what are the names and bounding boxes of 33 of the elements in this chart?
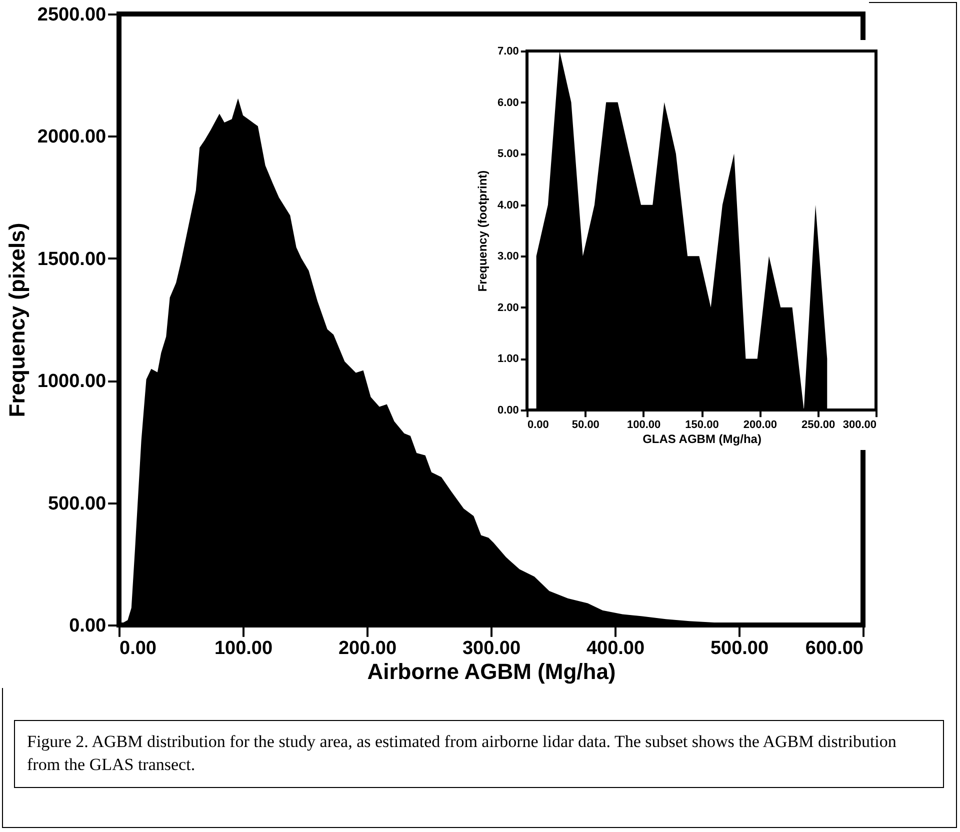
y-tick-label: 2000.00 (37, 126, 106, 148)
x-tick-label: 500.00 (710, 638, 769, 659)
x-tick-label: 150.00 (685, 419, 719, 432)
y-tick-label: 5.00 (497, 148, 519, 160)
x-tick-label: 0.00 (528, 419, 549, 432)
x-axis-title: Airborne AGBM (Mg/ha) (367, 658, 616, 684)
x-tick-label: 400.00 (586, 638, 645, 659)
y-tick-label: 2.00 (497, 302, 519, 314)
y-tick-label: 1.00 (497, 353, 519, 366)
x-tick-label: 200.00 (743, 419, 777, 432)
x-tick-label: 300.00 (842, 419, 876, 432)
x-tick-label: 250.00 (802, 419, 836, 432)
y-tick-label: 4.00 (497, 199, 519, 212)
y-tick-label: 3.00 (497, 250, 519, 263)
x-tick-label: 200.00 (338, 638, 397, 659)
y-tick-label: 0.00 (497, 404, 519, 416)
y-tick-label: 500.00 (48, 493, 106, 514)
y-tick-label: 2500.00 (37, 4, 106, 26)
y-tick-label: 1500.00 (37, 248, 106, 270)
x-tick-label: 300.00 (462, 638, 521, 659)
y-tick-label: 6.00 (497, 96, 519, 109)
y-tick-label: 0.00 (69, 616, 106, 636)
x-tick-label: 100.00 (627, 419, 661, 432)
y-axis-title: Frequency (pixels) (4, 222, 30, 418)
y-tick-label: 7.00 (497, 46, 519, 58)
x-tick-label: 0.00 (120, 638, 156, 659)
y-axis-title: Frequency (footprint) (475, 170, 490, 292)
caption: Figure 2. AGBM distribution for the study area, as estimated from airborne lidar data. The subset shows the AGBM distribution from the GLAS transect. (27, 731, 898, 776)
x-tick-label: 100.00 (214, 638, 273, 659)
x-tick-label: 50.00 (572, 419, 600, 432)
x-tick-label: 600.00 (805, 638, 864, 659)
y-tick-label: 1000.00 (37, 371, 106, 392)
x-axis-title: GLAS AGBM (Mg/ha) (642, 432, 762, 446)
